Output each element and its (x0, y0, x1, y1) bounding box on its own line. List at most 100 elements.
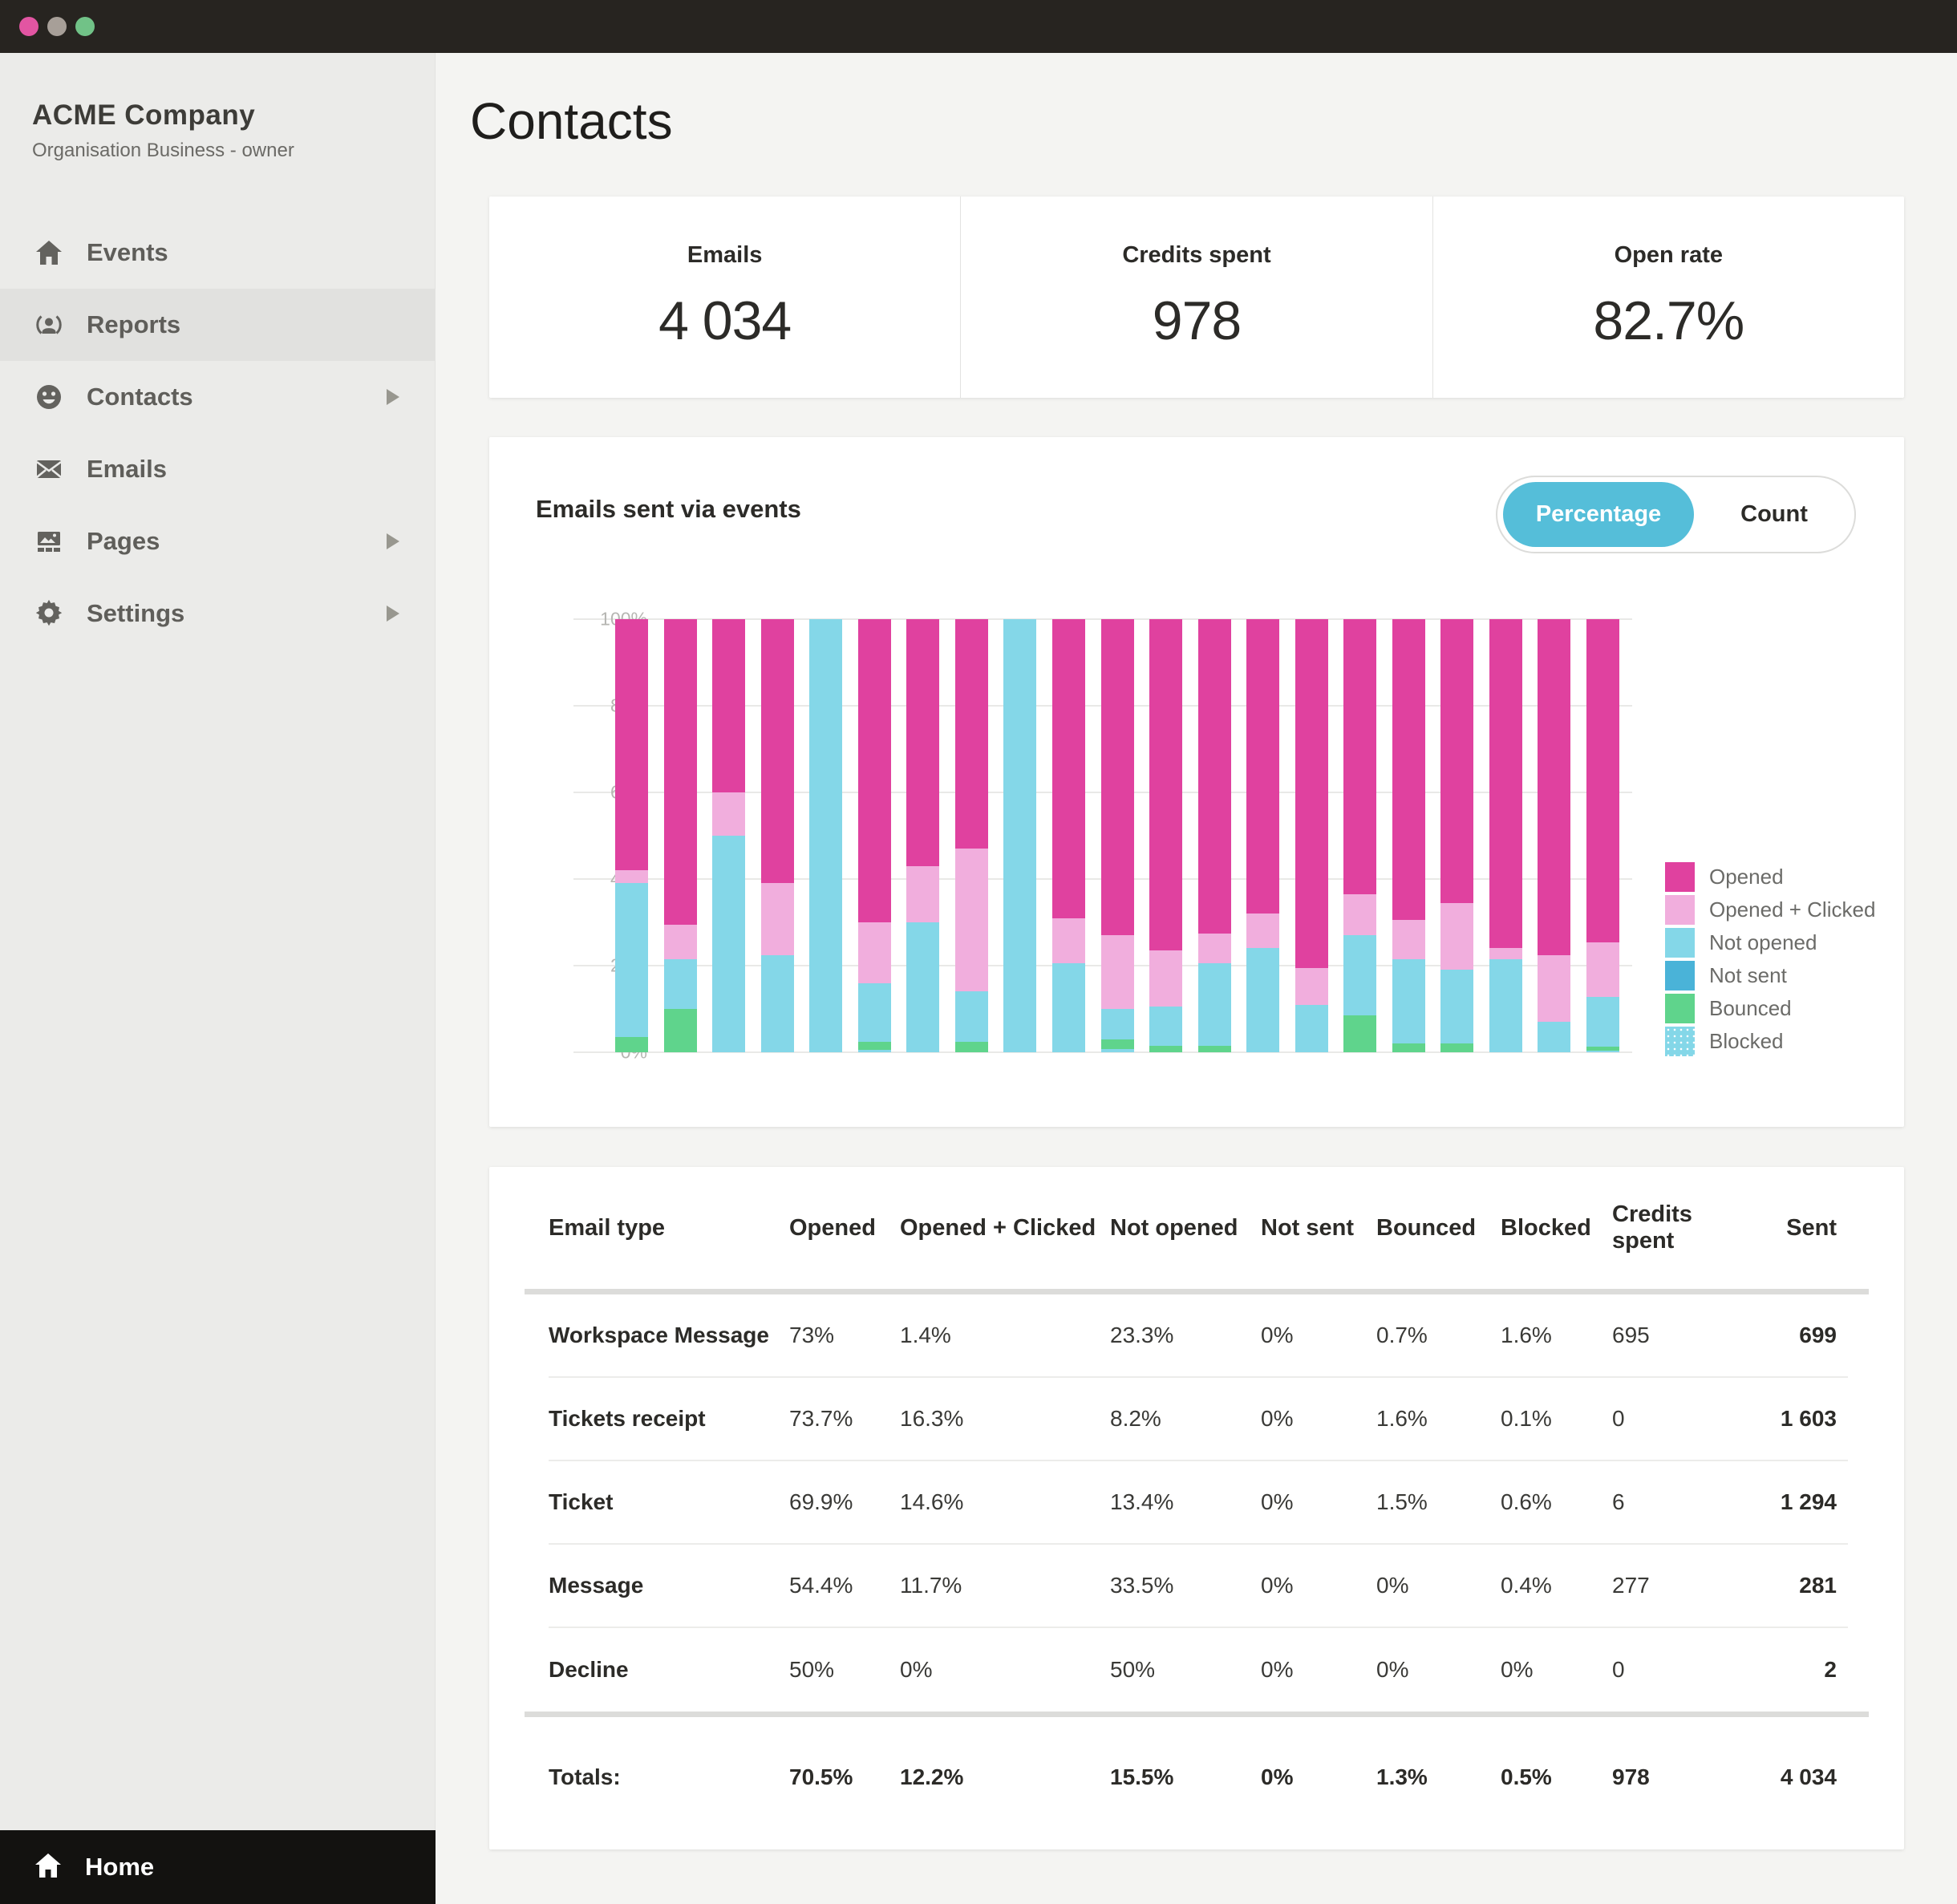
bar-segment-opened_clicked[interactable] (1051, 918, 1085, 964)
bar-segment-opened_clicked[interactable] (1246, 914, 1280, 949)
bar-segment-opened_clicked[interactable] (954, 849, 988, 992)
bar-segment-opened[interactable] (712, 619, 746, 792)
bar-segment-opened_clicked[interactable] (1343, 893, 1377, 936)
row-cell-5: 1.6% (1376, 1406, 1428, 1431)
bar-segment-opened[interactable] (1343, 619, 1377, 894)
bar-segment-not_opened[interactable] (1100, 1009, 1134, 1039)
bar-segment-opened[interactable] (1586, 619, 1619, 943)
bar-segment-not_opened[interactable] (1586, 996, 1619, 1047)
bar-segment-opened[interactable] (1538, 619, 1571, 955)
bar-segment-bounced[interactable] (1586, 1047, 1619, 1051)
header-cell-4: Not sent (1261, 1214, 1354, 1241)
sidebar-item-label: Contacts (87, 383, 193, 411)
chevron-right-icon (387, 606, 399, 622)
sidebar-item-home[interactable]: Home (0, 1830, 436, 1904)
bar-segment-opened_clicked[interactable] (615, 870, 648, 884)
bar-segment-not_opened[interactable] (1197, 963, 1231, 1046)
window-minimize-button[interactable] (47, 17, 67, 36)
bar-segment-opened_clicked[interactable] (1149, 950, 1183, 1007)
bar-segment-not_opened[interactable] (1440, 970, 1474, 1044)
bar-segment-opened_clicked[interactable] (1100, 935, 1134, 1009)
bar-segment-opened_clicked[interactable] (857, 922, 891, 983)
bar-segment-opened_clicked[interactable] (1197, 933, 1231, 964)
sidebar-item-contacts[interactable]: Contacts (0, 361, 435, 433)
bar-segment-bounced[interactable] (1392, 1043, 1425, 1052)
bar-segment-bounced[interactable] (1149, 1045, 1183, 1052)
bar-segment-not_opened[interactable] (1295, 1004, 1328, 1052)
bar-segment-not_opened[interactable] (712, 836, 746, 1052)
bar-14 (1246, 619, 1280, 1052)
bar-segment-opened[interactable] (1489, 619, 1522, 949)
bar-segment-not_opened[interactable] (857, 982, 891, 1042)
bar-segment-opened[interactable] (1100, 619, 1134, 936)
row-cell-3: 33.5% (1110, 1573, 1174, 1598)
bar-segment-not_opened[interactable] (615, 883, 648, 1038)
bar-segment-opened_clicked[interactable] (1440, 902, 1474, 970)
toggle-option-percentage[interactable]: Percentage (1503, 482, 1694, 547)
bar-segment-opened[interactable] (1051, 619, 1085, 918)
window-close-button[interactable] (19, 17, 38, 36)
window-titlebar (0, 0, 1957, 53)
bar-segment-not_opened[interactable] (906, 922, 940, 1051)
sidebar-item-settings[interactable]: Settings (0, 577, 435, 650)
bar-segment-bounced[interactable] (857, 1041, 891, 1051)
bar-segment-opened[interactable] (954, 619, 988, 849)
stat-label: Credits spent (1122, 242, 1271, 268)
bar-segment-bounced[interactable] (1343, 1015, 1377, 1052)
bar-9 (1003, 619, 1037, 1052)
bar-segment-opened_clicked[interactable] (906, 865, 940, 922)
bar-segment-blocked[interactable] (1051, 1050, 1085, 1052)
bar-segment-not_opened[interactable] (1489, 958, 1522, 1052)
bar-segment-opened[interactable] (663, 619, 697, 925)
chevron-right-icon (387, 389, 399, 405)
bar-segment-opened_clicked[interactable] (663, 924, 697, 959)
bar-segment-blocked[interactable] (906, 1050, 940, 1052)
bar-segment-opened[interactable] (615, 619, 648, 871)
stat-value: 82.7% (1593, 290, 1744, 351)
bar-segment-not_opened[interactable] (1538, 1022, 1571, 1052)
bar-segment-not_opened[interactable] (1149, 1007, 1183, 1046)
bar-segment-opened[interactable] (857, 619, 891, 922)
bar-segment-bounced[interactable] (1440, 1043, 1474, 1052)
bar-segment-bounced[interactable] (1100, 1039, 1134, 1050)
bar-segment-not_opened[interactable] (1051, 963, 1085, 1051)
table-totals-row: Totals: 70.5% 12.2% 15.5% 0% 1.3% 0.5% 978 4 034 (549, 1717, 1848, 1837)
bar-segment-not_opened[interactable] (1343, 935, 1377, 1016)
bar-segment-opened[interactable] (1246, 619, 1280, 914)
bar-segment-blocked[interactable] (1586, 1051, 1619, 1052)
bar-segment-opened[interactable] (1149, 619, 1183, 951)
bar-segment-not_opened[interactable] (1003, 619, 1037, 1052)
bar-segment-opened_clicked[interactable] (1489, 948, 1522, 959)
bar-segment-not_opened[interactable] (809, 619, 843, 1052)
bar-segment-bounced[interactable] (1197, 1045, 1231, 1052)
bar-segment-opened[interactable] (1295, 619, 1328, 968)
bar-segment-opened_clicked[interactable] (760, 883, 794, 955)
bar-segment-not_opened[interactable] (1246, 948, 1280, 1052)
sidebar-item-events[interactable]: Events (0, 217, 435, 289)
bar-segment-not_opened[interactable] (663, 958, 697, 1009)
sidebar-item-emails[interactable]: Emails (0, 433, 435, 505)
bar-segment-not_opened[interactable] (1392, 958, 1425, 1044)
bar-segment-opened[interactable] (1197, 619, 1231, 934)
bar-segment-blocked[interactable] (1100, 1049, 1134, 1052)
bar-segment-opened[interactable] (1392, 619, 1425, 921)
bar-segment-blocked[interactable] (857, 1050, 891, 1052)
bar-segment-bounced[interactable] (615, 1037, 648, 1052)
bar-segment-opened[interactable] (760, 619, 794, 884)
bar-segment-bounced[interactable] (663, 1009, 697, 1052)
window-zoom-button[interactable] (75, 17, 95, 36)
sidebar-item-pages[interactable]: Pages (0, 505, 435, 577)
bar-segment-bounced[interactable] (954, 1041, 988, 1052)
bar-segment-not_opened[interactable] (760, 954, 794, 1052)
sidebar-item-reports[interactable]: Reports (0, 289, 435, 361)
bar-segment-opened_clicked[interactable] (1295, 967, 1328, 1005)
toggle-option-count[interactable]: Count (1740, 501, 1808, 527)
bar-segment-opened_clicked[interactable] (1586, 942, 1619, 997)
bar-segment-opened[interactable] (906, 619, 940, 866)
bar-segment-opened[interactable] (1440, 619, 1474, 903)
bar-segment-opened_clicked[interactable] (712, 792, 746, 836)
bar-segment-opened_clicked[interactable] (1538, 954, 1571, 1023)
bar-segment-not_opened[interactable] (954, 991, 988, 1042)
stat-open-rate: Open rate 82.7% (1432, 196, 1904, 398)
bar-segment-opened_clicked[interactable] (1392, 920, 1425, 959)
